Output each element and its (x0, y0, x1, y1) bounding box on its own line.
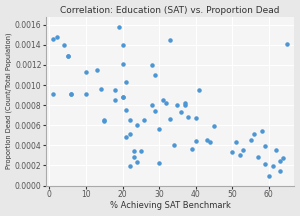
Point (252, 133, 256, 136)
Point (128, 165, 132, 168)
Point (69, 92, 74, 96)
Point (186, 116, 191, 119)
Point (149, 63, 154, 67)
Point (102, 119, 107, 123)
Point (153, 73, 158, 77)
Point (278, 160, 282, 163)
Point (197, 88, 202, 92)
Point (124, 136, 129, 139)
Point (113, 98, 118, 102)
Point (171, 144, 176, 147)
Point (84, 92, 88, 96)
Point (69, 92, 74, 96)
Point (266, 175, 271, 178)
Y-axis label: Proportion Dead (Count/Total Population): Proportion Dead (Count/Total Population) (6, 33, 12, 169)
Point (285, 42, 290, 46)
Point (237, 154, 242, 157)
Point (61, 43, 66, 47)
Point (94, 68, 99, 72)
Point (65, 54, 70, 58)
Point (120, 62, 125, 66)
Point (259, 130, 264, 133)
Point (135, 124, 140, 127)
Point (138, 150, 143, 153)
Point (120, 95, 125, 99)
Point (120, 95, 125, 99)
Point (193, 116, 198, 120)
Point (204, 138, 209, 142)
Point (131, 150, 136, 153)
Point (124, 80, 129, 84)
Point (157, 127, 161, 131)
Point (168, 38, 172, 41)
Point (248, 138, 253, 142)
Point (233, 141, 238, 144)
Point (160, 98, 165, 102)
Point (256, 156, 260, 159)
X-axis label: % Achieving SAT Benchmark: % Achieving SAT Benchmark (110, 202, 230, 210)
Point (157, 162, 161, 165)
Point (190, 148, 194, 151)
Point (153, 110, 158, 113)
Point (179, 110, 184, 114)
Point (212, 124, 216, 128)
Point (128, 118, 132, 122)
Point (263, 145, 268, 148)
Point (182, 101, 187, 105)
Point (149, 103, 154, 107)
Point (113, 88, 118, 92)
Point (281, 157, 286, 160)
Point (193, 140, 198, 143)
Point (270, 165, 275, 168)
Point (120, 43, 125, 47)
Point (168, 118, 172, 121)
Point (142, 118, 147, 122)
Point (51, 37, 56, 41)
Point (278, 170, 282, 173)
Point (274, 149, 279, 152)
Point (102, 118, 107, 122)
Point (84, 70, 88, 74)
Point (98, 87, 103, 91)
Point (230, 151, 235, 154)
Title: Correlation: Education (SAT) vs. Proportion Dead: Correlation: Education (SAT) vs. Proport… (60, 6, 280, 14)
Point (135, 161, 140, 164)
Point (128, 133, 132, 136)
Point (241, 149, 246, 152)
Point (65, 54, 70, 58)
Point (164, 101, 169, 105)
Point (124, 108, 129, 112)
Point (208, 141, 213, 144)
Point (54, 35, 59, 38)
Point (131, 156, 136, 159)
Point (51, 92, 56, 96)
Point (175, 103, 180, 107)
Point (182, 103, 187, 107)
Point (263, 163, 268, 166)
Point (116, 25, 121, 29)
